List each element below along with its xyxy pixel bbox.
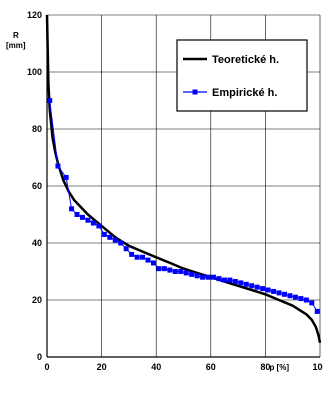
data-point bbox=[287, 293, 293, 299]
data-point bbox=[129, 251, 135, 257]
data-point bbox=[47, 98, 53, 103]
data-point bbox=[145, 257, 151, 263]
data-point bbox=[221, 277, 227, 283]
data-point bbox=[74, 212, 80, 217]
data-point bbox=[271, 288, 277, 294]
data-point bbox=[156, 266, 162, 272]
data-point bbox=[249, 283, 255, 289]
data-point bbox=[232, 278, 238, 284]
x-tick-label: 80 bbox=[260, 362, 270, 372]
data-point bbox=[172, 269, 178, 274]
data-point bbox=[205, 274, 211, 280]
y-tick-label: 40 bbox=[32, 238, 42, 248]
series-line-empirical bbox=[49, 100, 318, 312]
x-tick-label: 60 bbox=[206, 362, 216, 372]
legend-label-theoretical: Teoretické h. bbox=[212, 54, 279, 66]
data-point bbox=[107, 234, 113, 240]
data-point bbox=[303, 297, 309, 303]
data-point bbox=[183, 270, 189, 276]
y-tick-label: 60 bbox=[32, 181, 42, 191]
data-point bbox=[85, 217, 91, 223]
legend: Teoretické h. Empirické h. bbox=[176, 39, 308, 112]
data-point bbox=[211, 274, 217, 280]
data-point bbox=[112, 237, 118, 243]
y-axis-unit: [mm] bbox=[6, 41, 26, 50]
y-tick-label: 120 bbox=[27, 10, 42, 20]
y-tick-label: 0 bbox=[37, 352, 42, 362]
data-point bbox=[161, 266, 167, 272]
data-point bbox=[63, 174, 69, 180]
data-point bbox=[167, 267, 173, 273]
x-tick-label: 40 bbox=[151, 362, 161, 372]
x-tick-label: 100 bbox=[312, 362, 323, 372]
data-point bbox=[243, 281, 249, 287]
x-axis-label: p [%] bbox=[269, 363, 289, 372]
data-point bbox=[123, 246, 129, 252]
data-point bbox=[292, 294, 298, 300]
data-point bbox=[276, 290, 282, 296]
data-point bbox=[260, 286, 266, 292]
data-point bbox=[298, 296, 304, 302]
x-tick-label: 0 bbox=[44, 362, 49, 372]
tick-labels: 0 20 40 60 80 100 120 0 20 40 60 80 100 bbox=[27, 10, 323, 372]
y-axis-label: R bbox=[13, 31, 19, 40]
data-point bbox=[314, 308, 320, 314]
data-point bbox=[216, 276, 222, 282]
y-tick-label: 20 bbox=[32, 295, 42, 305]
data-point bbox=[265, 287, 271, 293]
legend-marker-empirical bbox=[192, 89, 198, 95]
data-point bbox=[309, 300, 315, 306]
data-point bbox=[178, 269, 184, 274]
data-point bbox=[227, 277, 233, 283]
data-point bbox=[140, 254, 146, 260]
data-point bbox=[282, 291, 288, 297]
data-point bbox=[254, 284, 260, 290]
data-point bbox=[90, 220, 96, 226]
legend-box bbox=[176, 39, 308, 112]
y-tick-label: 80 bbox=[32, 124, 42, 134]
data-point bbox=[200, 274, 206, 280]
data-point bbox=[96, 223, 102, 229]
x-tick-label: 20 bbox=[97, 362, 107, 372]
data-point bbox=[55, 163, 61, 169]
legend-label-empirical: Empirické h. bbox=[212, 87, 277, 99]
data-point bbox=[101, 231, 107, 237]
data-point bbox=[118, 240, 124, 246]
data-point bbox=[134, 254, 140, 260]
data-point bbox=[238, 280, 244, 286]
data-point bbox=[189, 271, 195, 277]
data-point bbox=[79, 214, 85, 220]
data-point bbox=[194, 273, 200, 279]
data-point bbox=[150, 260, 156, 266]
y-tick-label: 100 bbox=[27, 67, 42, 77]
axes bbox=[46, 15, 320, 358]
data-point bbox=[69, 206, 75, 212]
series-layer bbox=[45, 14, 322, 344]
